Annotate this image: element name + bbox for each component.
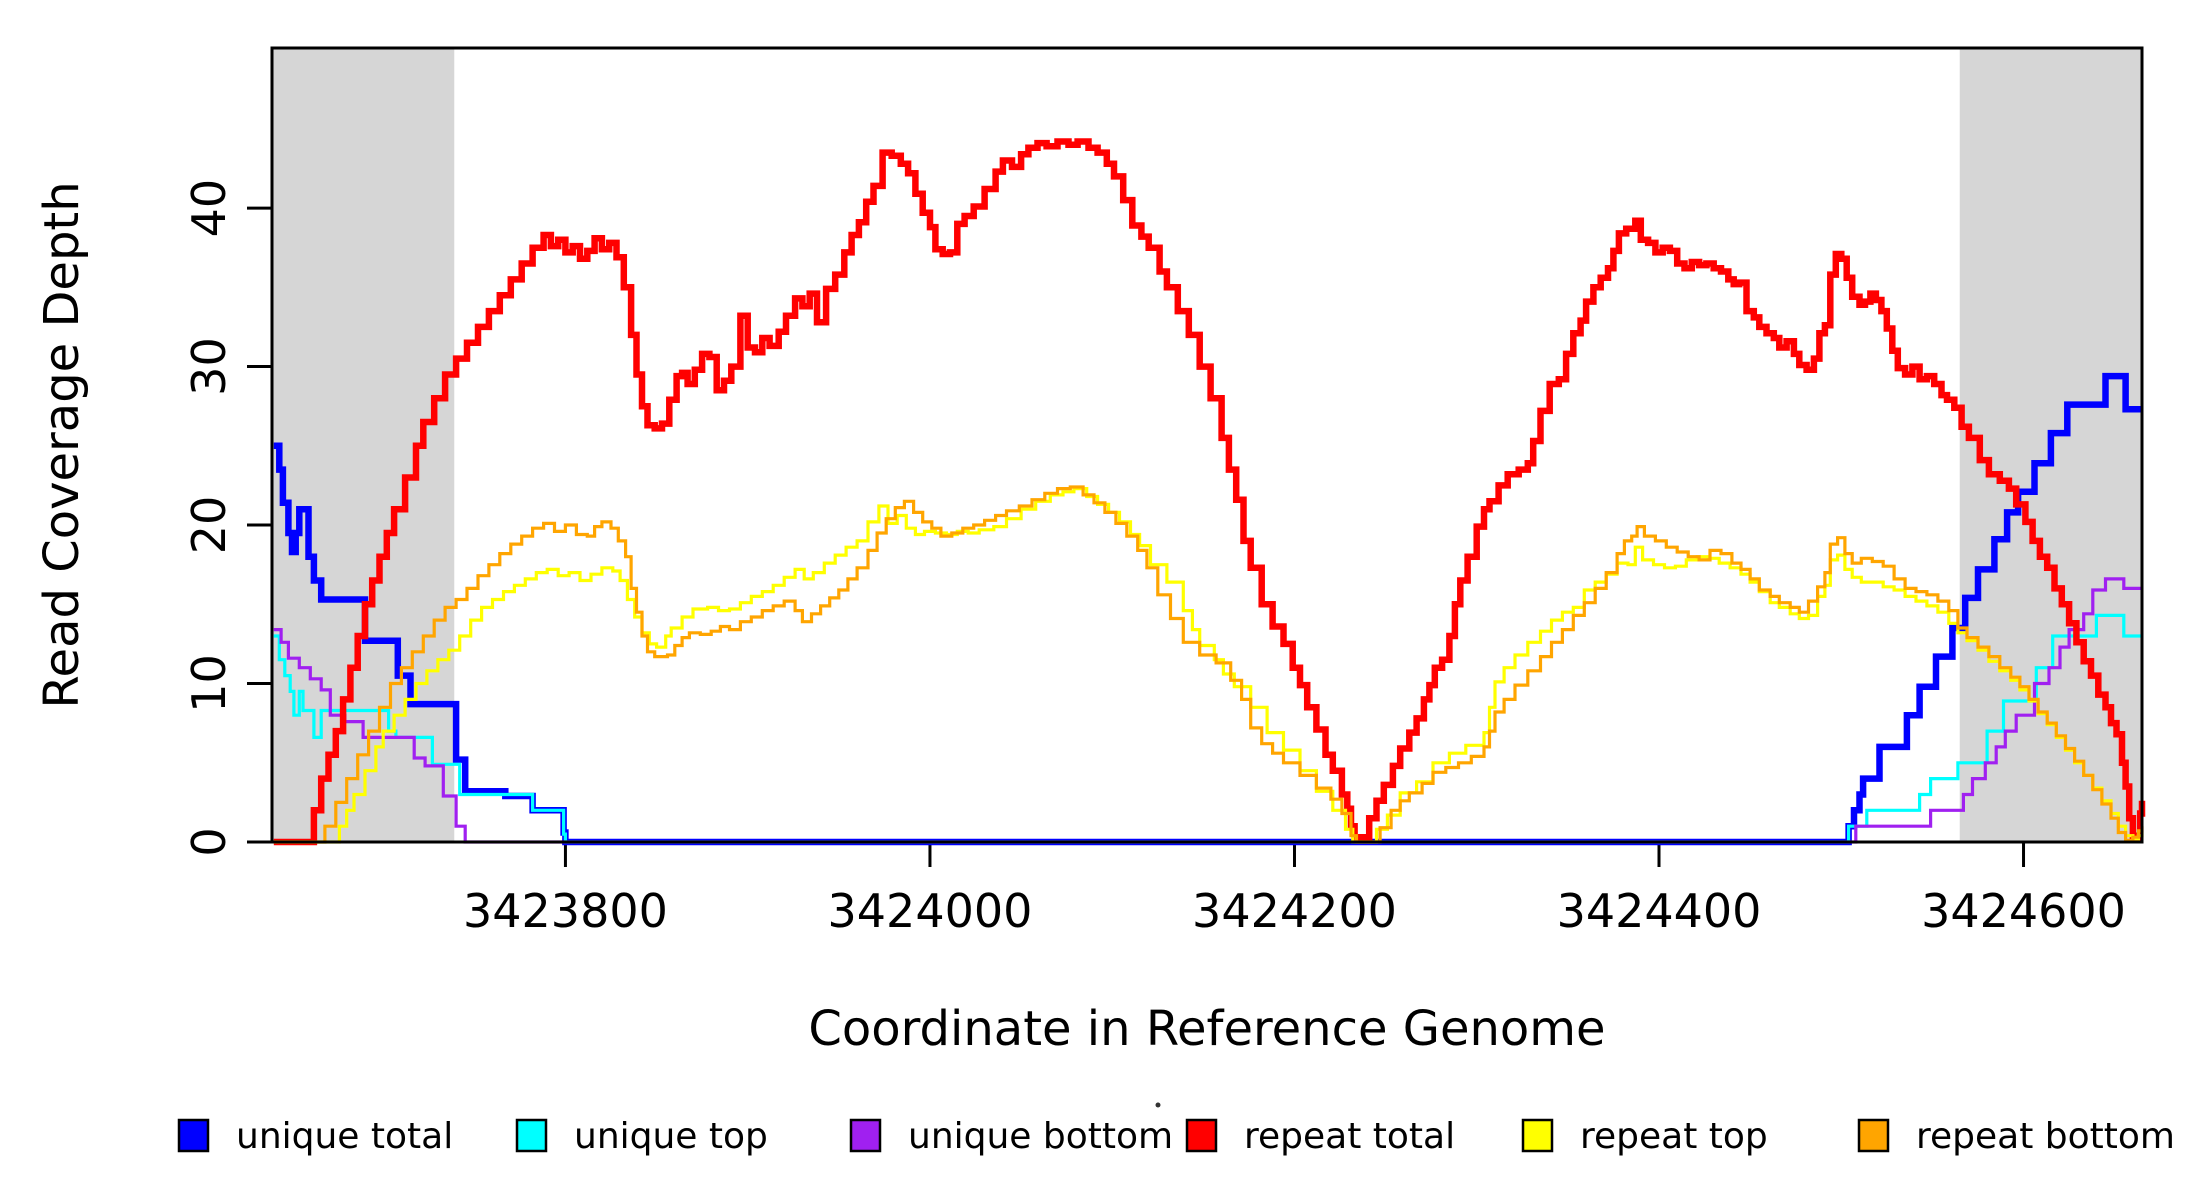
y-tick-label: 10 [182,654,236,713]
legend-label: unique total [236,1116,453,1157]
x-tick-label: 3424000 [828,884,1033,938]
series-line-repeat-bottom [273,485,2144,844]
legend-swatch-unique-bottom [849,1118,882,1153]
x-tick-label: 3424400 [1557,884,1762,938]
x-tick-label: 3423800 [463,884,668,938]
axes: 3423800 3424000 3424200 3424400 3424600 0 10 20… [34,179,2126,1057]
series-line-repeat-total [273,138,2146,846]
legend-label: unique bottom [908,1116,1173,1157]
x-tick-label: 3424200 [1192,884,1397,938]
legend-label: unique top [574,1116,768,1157]
series-line-unique-top [273,613,2142,844]
legend-swatch-repeat-total [1185,1118,1218,1153]
legend-swatch-unique-total [177,1118,210,1153]
y-tick-label: 30 [182,337,236,396]
legend-swatch-repeat-top [1521,1118,1554,1153]
legend-label: repeat top [1580,1116,1768,1157]
legend: unique total unique top unique bottom repea… [177,1116,2175,1157]
legend-swatch-unique-top [515,1118,548,1153]
series-line-unique-total [273,372,2142,846]
y-tick-label: 0 [182,827,236,856]
y-tick-label: 20 [182,496,236,555]
series-line-unique-bottom [273,577,2142,844]
legend-label: repeat bottom [1916,1116,2175,1157]
x-tick-label: 3424600 [1921,884,2126,938]
series-group [273,138,2146,846]
y-tick-label: 40 [182,179,236,238]
stray-dot-artifact [1155,1102,1161,1108]
x-axis-title: Coordinate in Reference Genome [808,1001,1605,1057]
legend-label: repeat total [1244,1116,1455,1157]
plot-border [270,46,2144,844]
legend-swatch-repeat-bottom [1857,1118,1890,1153]
y-axis-title: Read Coverage Depth [34,181,90,708]
